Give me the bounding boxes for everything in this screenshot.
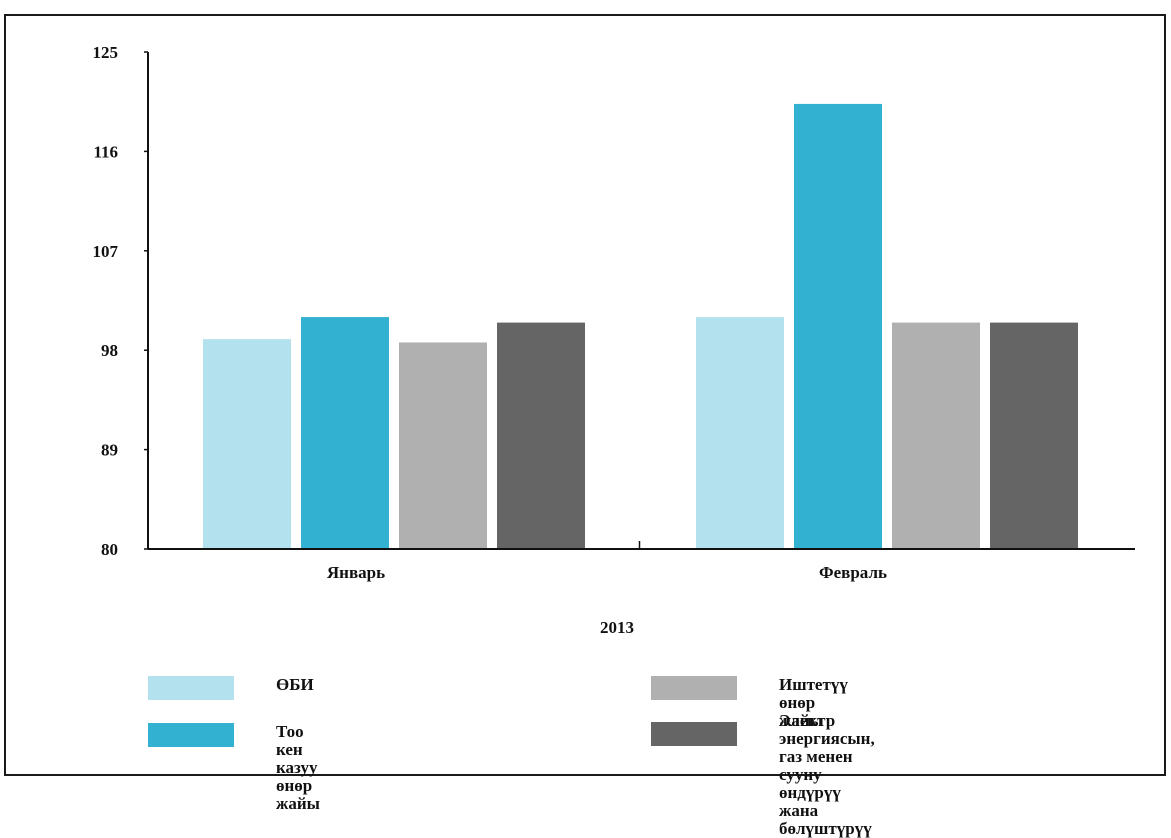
bar xyxy=(892,322,980,549)
legend-swatch xyxy=(148,676,234,700)
legend-item-mining: Тоо кен казуу өнөр жайы xyxy=(148,723,320,813)
bar xyxy=(203,339,291,549)
x-category-label: Январь xyxy=(327,563,385,582)
bars-group xyxy=(203,103,1078,550)
legend-swatch xyxy=(651,722,737,746)
chart-frame xyxy=(4,14,1166,776)
y-tick-label: 89 xyxy=(101,441,118,460)
y-tick-label: 80 xyxy=(101,540,118,559)
bar xyxy=(696,317,784,549)
legend-item-manufacturing: Иштетүү өнөр жайы xyxy=(651,676,848,730)
bar xyxy=(301,317,389,549)
legend-label: Тоо кен казуу өнөр жайы xyxy=(276,722,320,813)
y-ticks-group: 80 89 98 107 116 125 xyxy=(93,43,641,559)
y-tick-label: 116 xyxy=(93,142,118,161)
y-tick-label: 125 xyxy=(93,43,119,62)
y-tick-label: 107 xyxy=(93,242,119,261)
legend-label: Иштетүү өнөр жайы xyxy=(779,675,848,730)
legend-swatch xyxy=(651,676,737,700)
bar xyxy=(990,322,1078,549)
legend-label: Электр энергиясын, газ менен сууну өндүр… xyxy=(779,711,875,838)
x-categories-group: Январь Февраль xyxy=(327,563,887,582)
x-axis-label: 2013 xyxy=(600,618,634,637)
bar-chart: 80 89 98 107 116 125 Январь Февраль 2013 xyxy=(93,43,1135,637)
legend-label: ӨБИ xyxy=(276,675,314,694)
bar xyxy=(497,322,585,549)
bar xyxy=(399,342,487,549)
legend-item-obi: ӨБИ xyxy=(148,676,314,700)
bar xyxy=(794,103,882,550)
legend-item-electricity: Электр энергиясын, газ менен сууну өндүр… xyxy=(651,712,875,838)
legend-swatch xyxy=(148,723,234,747)
y-tick-label: 98 xyxy=(101,341,118,360)
x-category-label: Февраль xyxy=(819,563,887,582)
